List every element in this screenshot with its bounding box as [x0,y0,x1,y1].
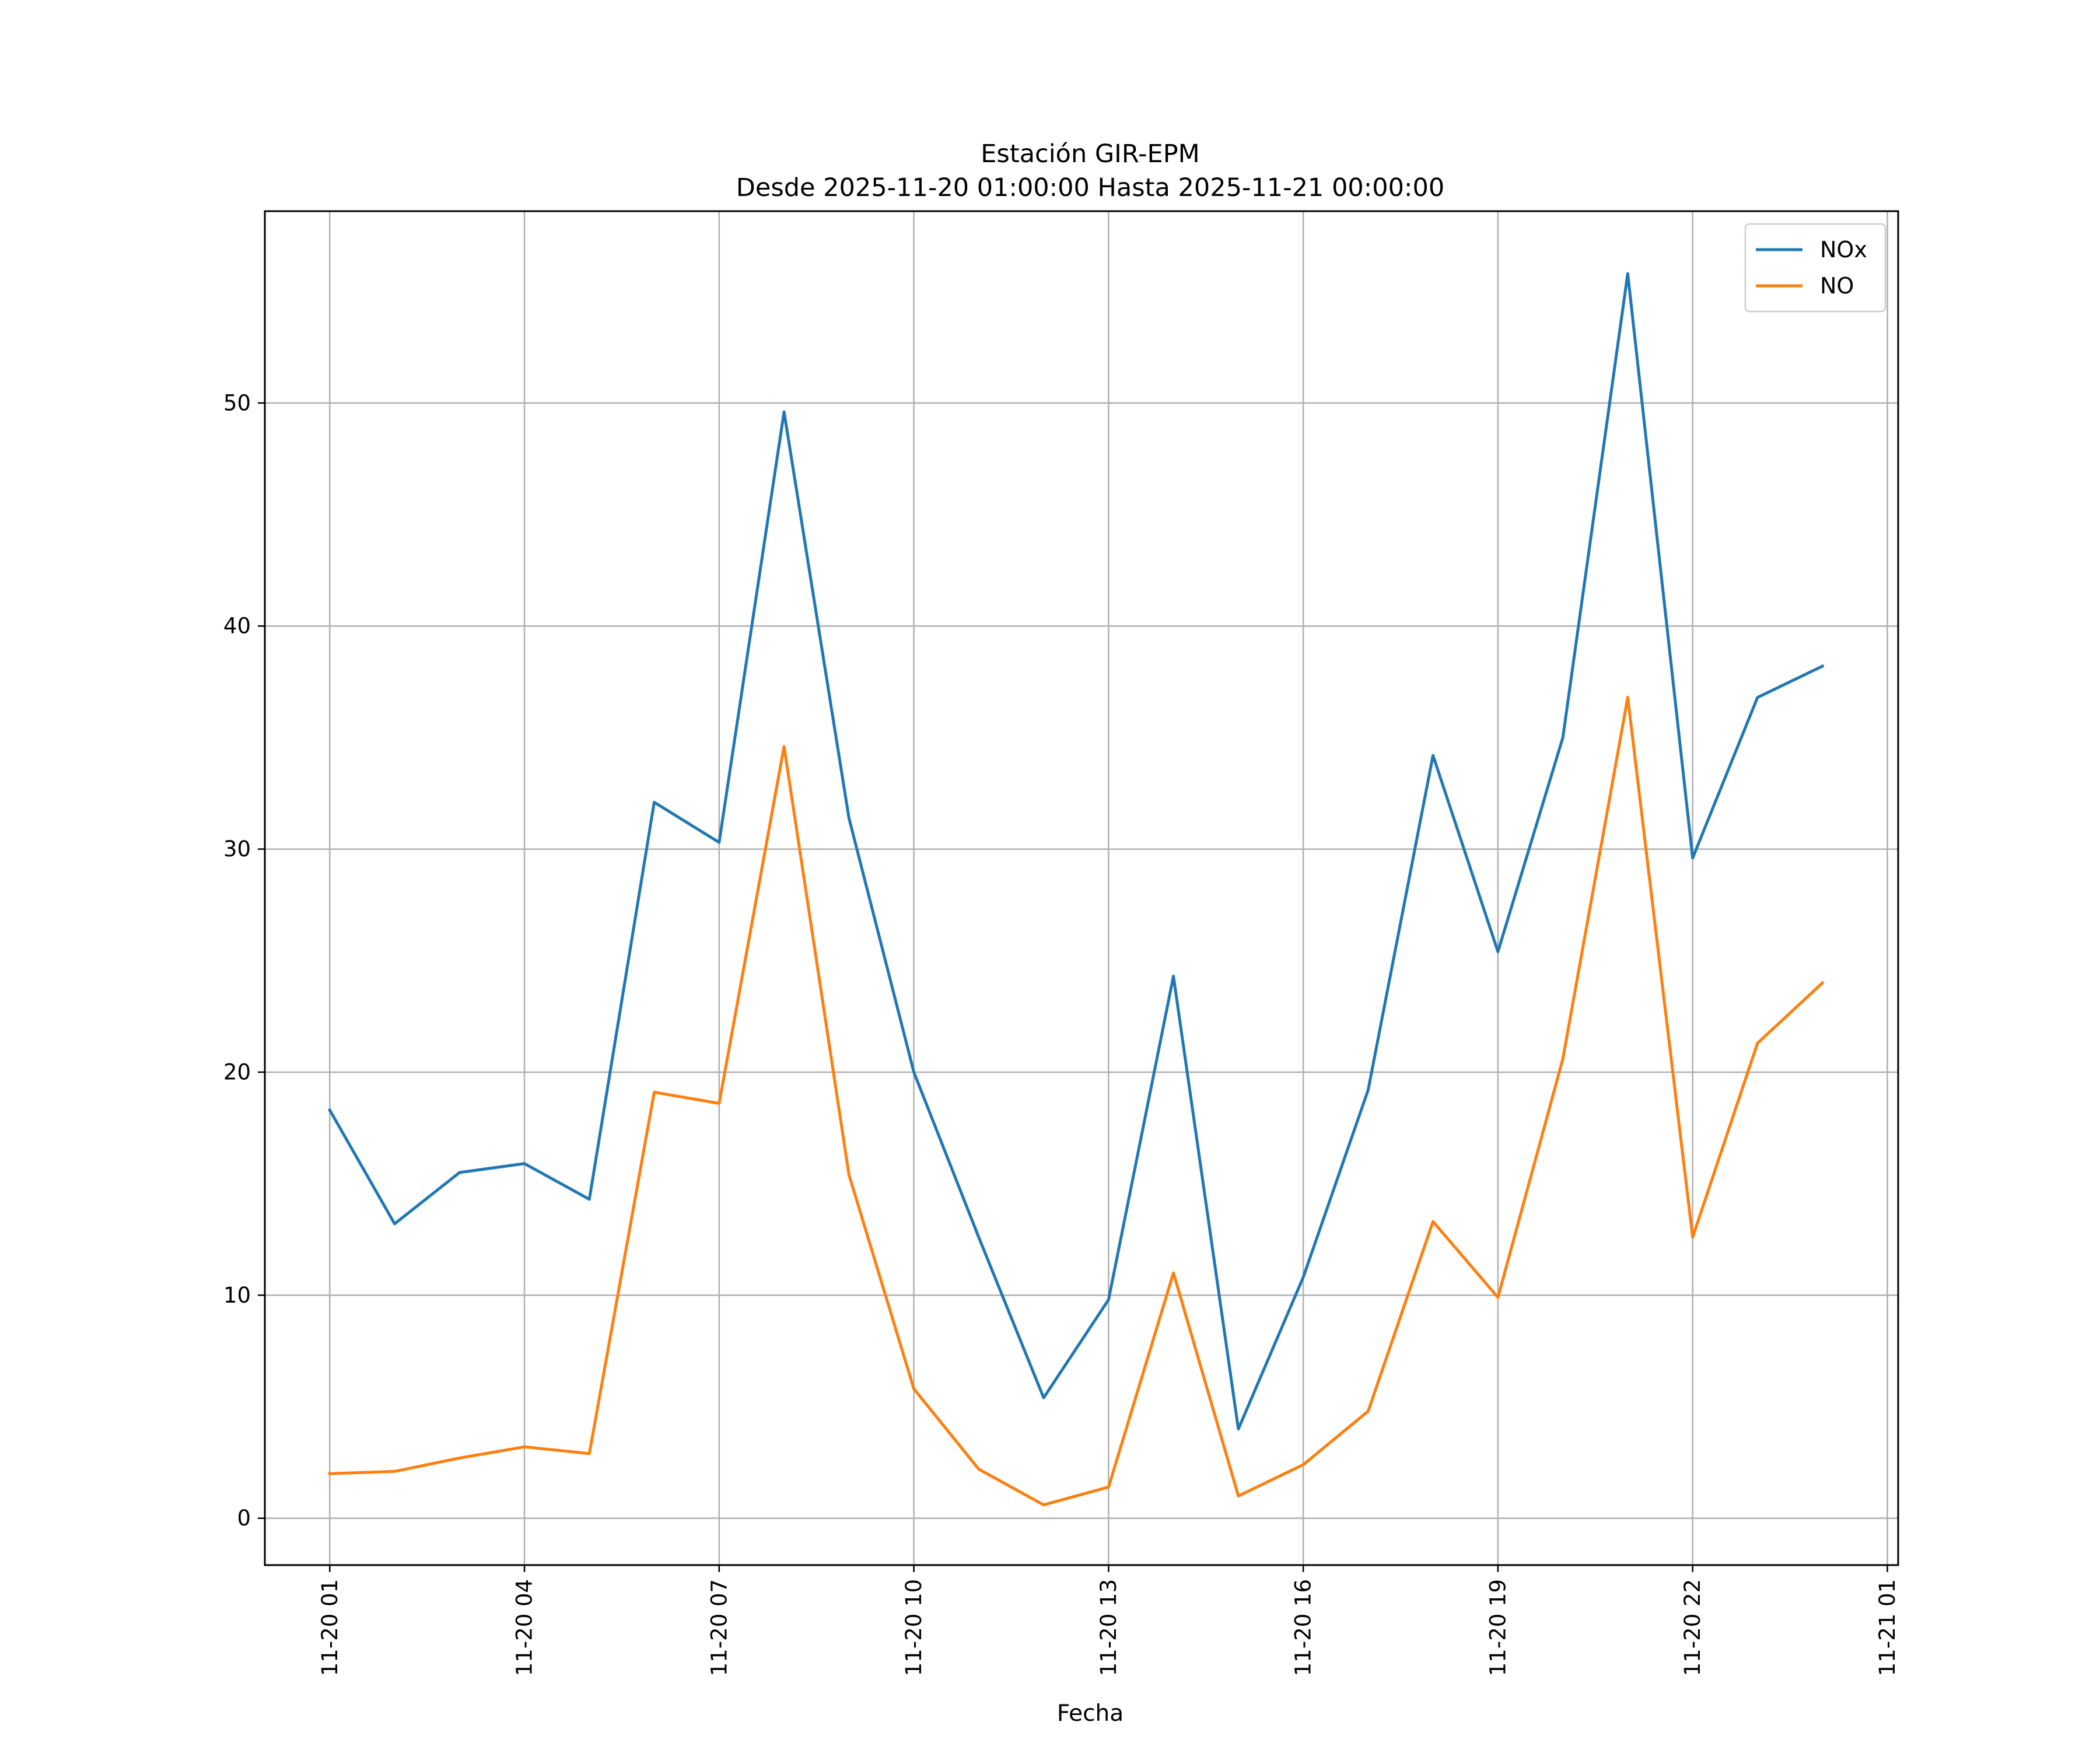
x-tick-label: 11-21 01 [1875,1579,1900,1676]
y-tick-label: 40 [223,614,251,639]
chart-subtitle: Desde 2025-11-20 01:00:00 Hasta 2025-11-… [736,173,1444,202]
x-axis-ticks: 11-20 01 11-20 04 11-20 07 11-20 10 11-20 13… [317,1565,1900,1676]
x-tick-label: 11-20 16 [1291,1579,1316,1676]
grid [265,211,1898,1565]
legend: NOx NO [1744,223,1887,313]
series-line-no [328,696,1825,1507]
y-tick-label: 50 [223,390,251,415]
y-axis-ticks: 0 10 20 30 40 50 [223,390,265,1531]
x-tick-label: 11-20 07 [706,1579,732,1676]
y-tick-label: 30 [223,836,251,862]
x-tick-label: 11-20 10 [901,1579,926,1676]
series-line-nox [327,272,1825,1431]
x-tick-label: 11-20 19 [1485,1579,1510,1676]
legend-label-no: NO [1820,273,1854,299]
x-tick-label: 11-20 01 [317,1579,342,1676]
x-axis-label: Fecha [1057,1700,1124,1727]
y-tick-label: 20 [223,1059,251,1084]
x-tick-label: 11-20 22 [1680,1579,1705,1676]
plot-frame [264,210,1899,1566]
x-tick-label: 11-20 04 [512,1579,537,1676]
legend-box [1744,223,1887,313]
legend-label-nox: NOx [1820,237,1867,262]
chart-title: Estación GIR-EPM [981,139,1199,169]
series-lines [327,272,1825,1507]
y-tick-label: 10 [223,1283,251,1308]
y-tick-label: 0 [237,1506,251,1531]
x-tick-label: 11-20 13 [1096,1579,1121,1676]
